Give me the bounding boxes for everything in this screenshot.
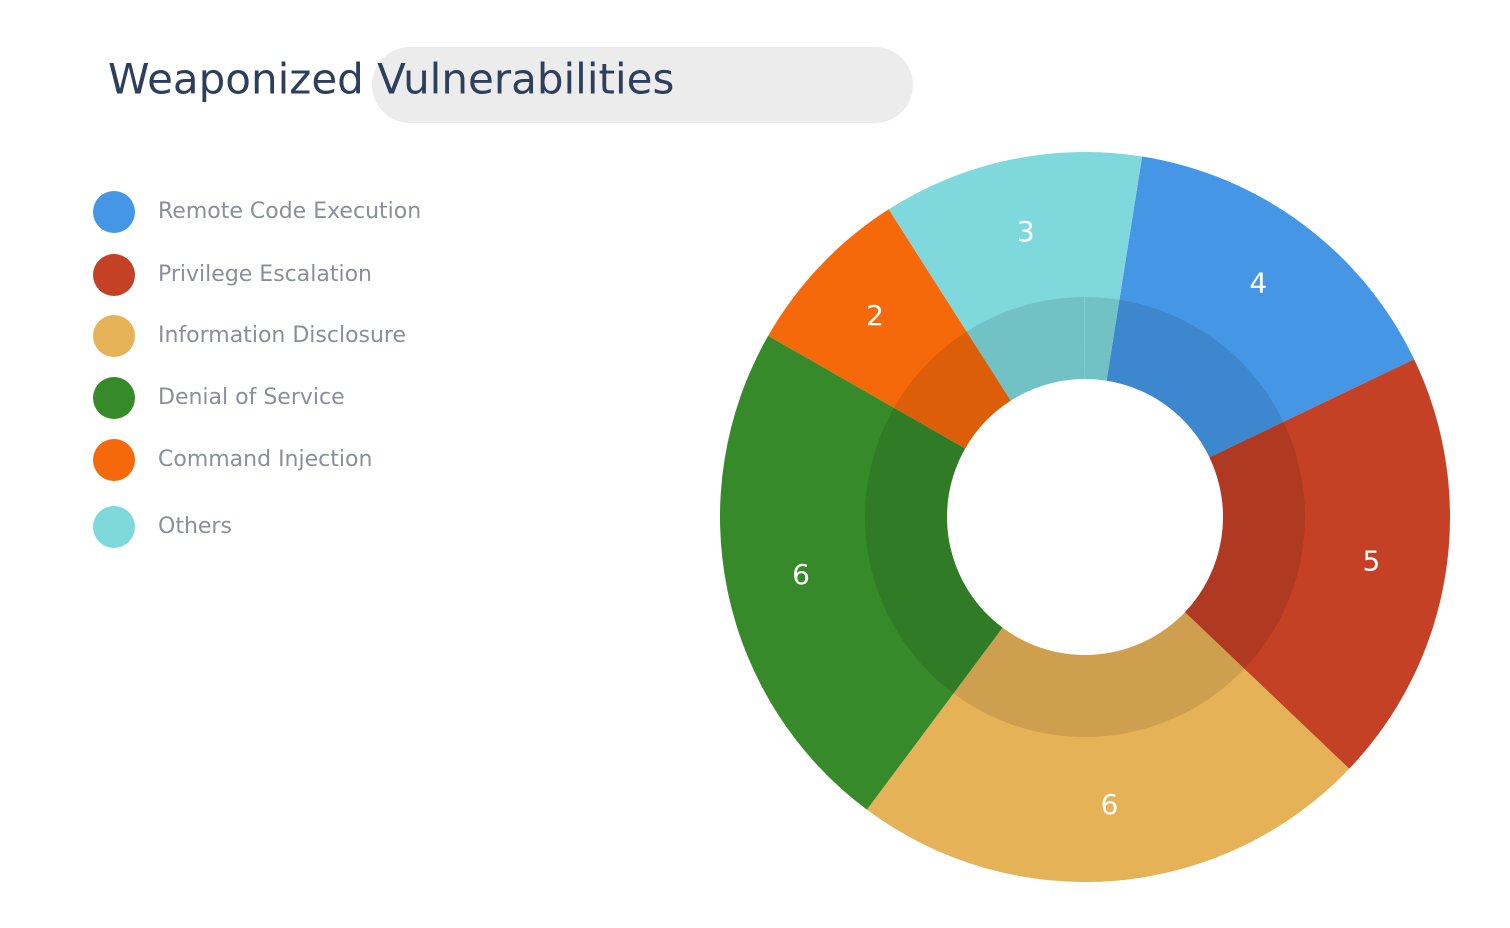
slice: [866, 612, 1350, 883]
slice: [1106, 156, 1415, 458]
legend-label: Information Disclosure: [158, 323, 406, 348]
slice-label: 6: [792, 558, 810, 591]
legend-label: Denial of Service: [158, 385, 345, 410]
slice: [768, 209, 1011, 449]
legend-label: Remote Code Execution: [158, 199, 421, 224]
legend-swatch: [93, 315, 135, 357]
slice-label: 2: [866, 299, 884, 332]
legend-swatch: [93, 377, 135, 419]
legend-label: Command Injection: [158, 447, 372, 472]
legend-label: Others: [158, 514, 232, 539]
legend-swatch: [93, 439, 135, 481]
legend-swatch: [93, 191, 135, 233]
slice-label: 3: [1017, 215, 1035, 248]
slice: [1184, 359, 1450, 769]
slice: [720, 335, 1003, 810]
chart-title: Weaponized Vulnerabilities: [108, 55, 674, 104]
legend-swatch: [93, 506, 135, 548]
legend-label: Privilege Escalation: [158, 262, 372, 287]
slice-label: 5: [1363, 544, 1381, 577]
slice-label: 6: [1101, 788, 1119, 821]
legend-swatch: [93, 254, 135, 296]
slice: [888, 151, 1143, 401]
title-backdrop: [372, 47, 913, 123]
inner-shade: [865, 297, 1306, 737]
slice-label: 4: [1249, 266, 1267, 299]
